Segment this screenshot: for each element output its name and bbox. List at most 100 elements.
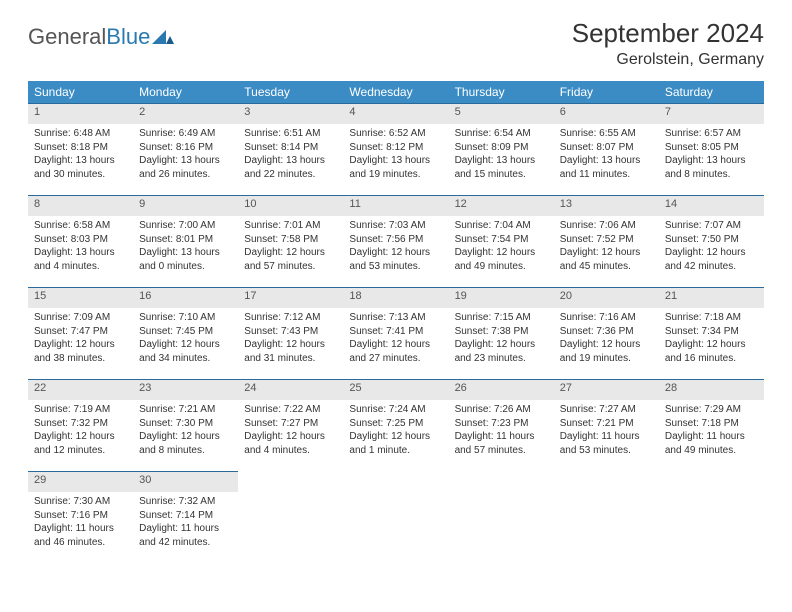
day-content-cell: Sunrise: 7:01 AMSunset: 7:58 PMDaylight:… [238, 216, 343, 288]
location: Gerolstein, Germany [572, 51, 764, 69]
sunset-line: Sunset: 7:43 PM [244, 325, 337, 339]
day-content-cell: Sunrise: 7:22 AMSunset: 7:27 PMDaylight:… [238, 400, 343, 472]
weekday-header: Friday [554, 81, 659, 104]
calendar-body: 1234567Sunrise: 6:48 AMSunset: 8:18 PMDa… [28, 104, 764, 564]
sunrise-line: Sunrise: 7:22 AM [244, 403, 337, 417]
sunrise-line: Sunrise: 7:03 AM [349, 219, 442, 233]
day-number-cell [554, 472, 659, 493]
daylight-line: Daylight: 11 hours and 49 minutes. [665, 430, 758, 457]
sunrise-line: Sunrise: 7:16 AM [560, 311, 653, 325]
daylight-line: Daylight: 11 hours and 46 minutes. [34, 522, 127, 549]
sunrise-line: Sunrise: 6:51 AM [244, 127, 337, 141]
day-number-cell: 25 [343, 380, 448, 401]
weekday-header: Wednesday [343, 81, 448, 104]
sunset-line: Sunset: 7:52 PM [560, 233, 653, 247]
sunset-line: Sunset: 7:16 PM [34, 509, 127, 523]
sunset-line: Sunset: 8:16 PM [139, 141, 232, 155]
day-number-cell: 5 [449, 104, 554, 125]
day-content-cell: Sunrise: 6:48 AMSunset: 8:18 PMDaylight:… [28, 124, 133, 196]
day-content-cell: Sunrise: 6:58 AMSunset: 8:03 PMDaylight:… [28, 216, 133, 288]
day-content-cell: Sunrise: 7:00 AMSunset: 8:01 PMDaylight:… [133, 216, 238, 288]
brand-part2: Blue [106, 24, 150, 50]
sunrise-line: Sunrise: 7:27 AM [560, 403, 653, 417]
sunset-line: Sunset: 8:05 PM [665, 141, 758, 155]
daylight-line: Daylight: 12 hours and 8 minutes. [139, 430, 232, 457]
sunrise-line: Sunrise: 7:18 AM [665, 311, 758, 325]
sunset-line: Sunset: 8:18 PM [34, 141, 127, 155]
daylight-line: Daylight: 12 hours and 42 minutes. [665, 246, 758, 273]
brand-logo: GeneralBlue [28, 18, 174, 50]
day-number-row: 891011121314 [28, 196, 764, 217]
day-number-cell: 2 [133, 104, 238, 125]
weekday-header: Monday [133, 81, 238, 104]
day-number-cell: 8 [28, 196, 133, 217]
daylight-line: Daylight: 11 hours and 53 minutes. [560, 430, 653, 457]
day-number-cell: 23 [133, 380, 238, 401]
day-number-cell: 14 [659, 196, 764, 217]
sunrise-line: Sunrise: 7:29 AM [665, 403, 758, 417]
day-number-cell: 27 [554, 380, 659, 401]
sunrise-line: Sunrise: 6:48 AM [34, 127, 127, 141]
sunrise-line: Sunrise: 7:09 AM [34, 311, 127, 325]
day-content-cell: Sunrise: 7:06 AMSunset: 7:52 PMDaylight:… [554, 216, 659, 288]
sunset-line: Sunset: 7:25 PM [349, 417, 442, 431]
day-content-row: Sunrise: 7:09 AMSunset: 7:47 PMDaylight:… [28, 308, 764, 380]
day-number-cell: 28 [659, 380, 764, 401]
sunrise-line: Sunrise: 7:01 AM [244, 219, 337, 233]
sunset-line: Sunset: 8:12 PM [349, 141, 442, 155]
day-number-cell: 19 [449, 288, 554, 309]
day-number-cell: 3 [238, 104, 343, 125]
day-content-cell [554, 492, 659, 563]
day-content-cell: Sunrise: 7:26 AMSunset: 7:23 PMDaylight:… [449, 400, 554, 472]
sunset-line: Sunset: 7:45 PM [139, 325, 232, 339]
weekday-header: Sunday [28, 81, 133, 104]
daylight-line: Daylight: 12 hours and 4 minutes. [244, 430, 337, 457]
daylight-line: Daylight: 11 hours and 57 minutes. [455, 430, 548, 457]
sunset-line: Sunset: 7:14 PM [139, 509, 232, 523]
daylight-line: Daylight: 12 hours and 31 minutes. [244, 338, 337, 365]
sunrise-line: Sunrise: 7:24 AM [349, 403, 442, 417]
sunset-line: Sunset: 7:21 PM [560, 417, 653, 431]
day-number-cell: 9 [133, 196, 238, 217]
day-number-row: 22232425262728 [28, 380, 764, 401]
day-number-cell: 15 [28, 288, 133, 309]
sunset-line: Sunset: 7:36 PM [560, 325, 653, 339]
day-number-cell: 10 [238, 196, 343, 217]
daylight-line: Daylight: 13 hours and 8 minutes. [665, 154, 758, 181]
sunset-line: Sunset: 7:27 PM [244, 417, 337, 431]
sunset-line: Sunset: 8:09 PM [455, 141, 548, 155]
sunrise-line: Sunrise: 6:54 AM [455, 127, 548, 141]
day-content-cell: Sunrise: 7:15 AMSunset: 7:38 PMDaylight:… [449, 308, 554, 380]
daylight-line: Daylight: 13 hours and 15 minutes. [455, 154, 548, 181]
sunrise-line: Sunrise: 7:06 AM [560, 219, 653, 233]
day-content-row: Sunrise: 6:58 AMSunset: 8:03 PMDaylight:… [28, 216, 764, 288]
day-content-cell: Sunrise: 7:10 AMSunset: 7:45 PMDaylight:… [133, 308, 238, 380]
day-number-cell: 18 [343, 288, 448, 309]
day-content-cell: Sunrise: 6:51 AMSunset: 8:14 PMDaylight:… [238, 124, 343, 196]
day-number-cell: 16 [133, 288, 238, 309]
day-number-cell [343, 472, 448, 493]
day-number-cell [238, 472, 343, 493]
day-content-cell: Sunrise: 7:16 AMSunset: 7:36 PMDaylight:… [554, 308, 659, 380]
sunrise-line: Sunrise: 7:26 AM [455, 403, 548, 417]
daylight-line: Daylight: 13 hours and 11 minutes. [560, 154, 653, 181]
sunset-line: Sunset: 7:58 PM [244, 233, 337, 247]
day-number-cell [659, 472, 764, 493]
sunset-line: Sunset: 7:56 PM [349, 233, 442, 247]
sunrise-line: Sunrise: 7:21 AM [139, 403, 232, 417]
daylight-line: Daylight: 12 hours and 27 minutes. [349, 338, 442, 365]
daylight-line: Daylight: 12 hours and 38 minutes. [34, 338, 127, 365]
sunset-line: Sunset: 7:30 PM [139, 417, 232, 431]
daylight-line: Daylight: 12 hours and 45 minutes. [560, 246, 653, 273]
day-content-cell: Sunrise: 7:24 AMSunset: 7:25 PMDaylight:… [343, 400, 448, 472]
day-content-cell: Sunrise: 7:29 AMSunset: 7:18 PMDaylight:… [659, 400, 764, 472]
day-content-cell: Sunrise: 6:49 AMSunset: 8:16 PMDaylight:… [133, 124, 238, 196]
weekday-header-row: Sunday Monday Tuesday Wednesday Thursday… [28, 81, 764, 104]
daylight-line: Daylight: 13 hours and 0 minutes. [139, 246, 232, 273]
day-number-cell: 29 [28, 472, 133, 493]
sunrise-line: Sunrise: 6:52 AM [349, 127, 442, 141]
day-number-cell: 21 [659, 288, 764, 309]
day-number-row: 15161718192021 [28, 288, 764, 309]
day-number-row: 1234567 [28, 104, 764, 125]
day-content-cell: Sunrise: 7:27 AMSunset: 7:21 PMDaylight:… [554, 400, 659, 472]
